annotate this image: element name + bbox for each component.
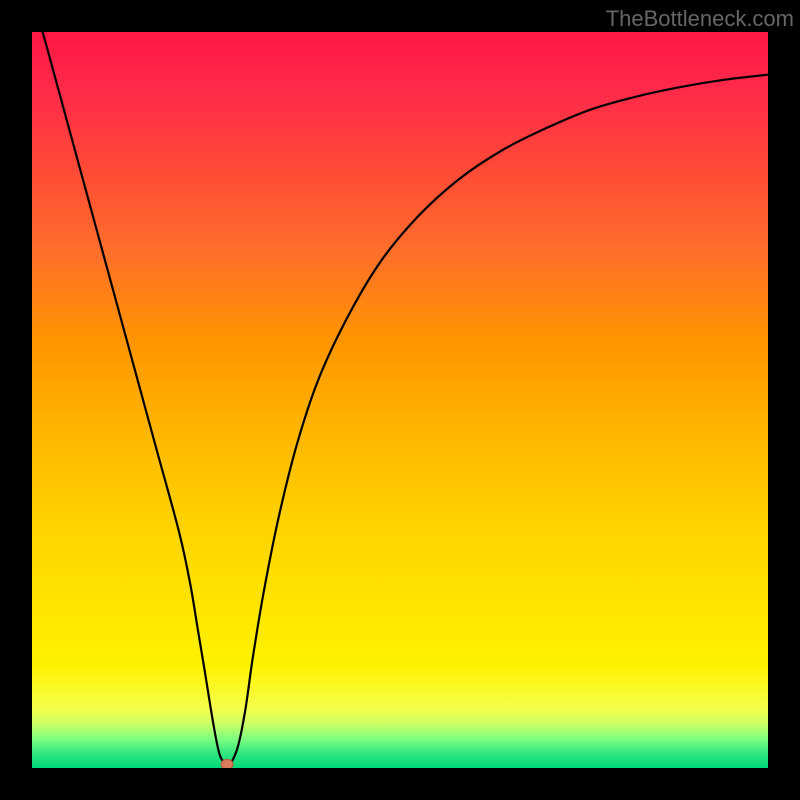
watermark-text: TheBottleneck.com: [606, 6, 794, 32]
plot-area: [32, 32, 768, 768]
chart-container: TheBottleneck.com: [0, 0, 800, 800]
minimum-marker: [221, 759, 233, 768]
plot-svg: [32, 32, 768, 768]
